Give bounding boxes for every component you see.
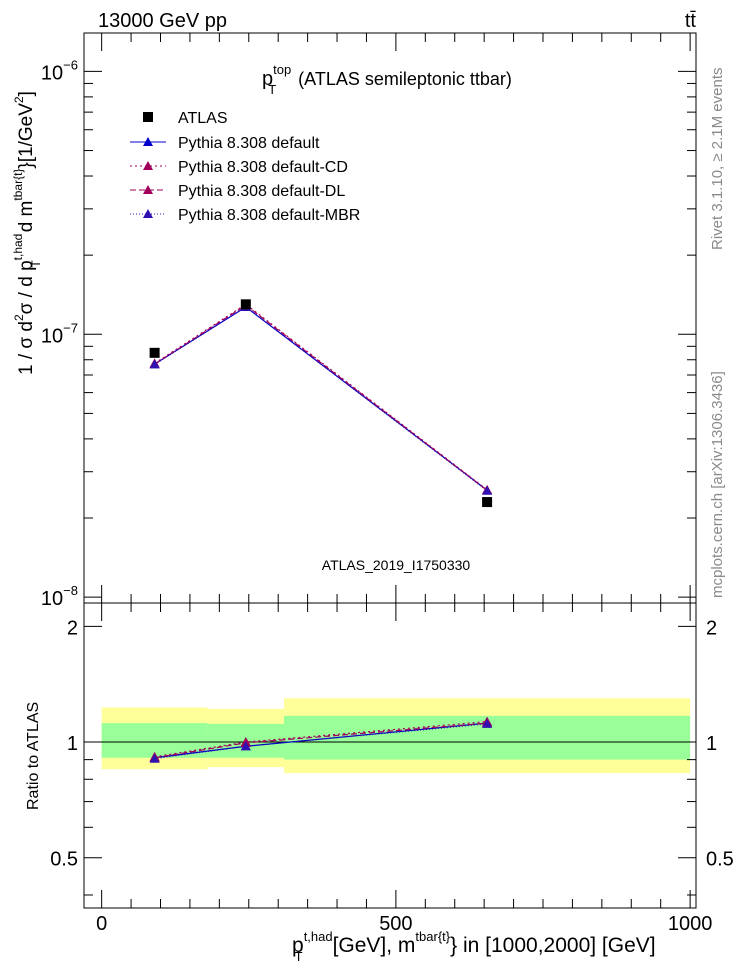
rivet-label: Rivet 3.1.10, ≥ 2.1M events [709,68,726,251]
data-point [482,497,493,508]
main-frame [83,32,697,604]
ratio-tick-label: 0.5 [706,849,734,871]
svg-text:Pythia 8.308 default-MBR: Pythia 8.308 default-MBR [178,207,360,224]
legend-entry-mbr: Pythia 8.308 default-MBR [130,207,360,224]
analysis-watermark: ATLAS_2019_I1750330 [322,557,471,573]
ratio-tick-label: 0.5 [50,849,78,871]
series-line [154,306,488,492]
series-point [149,359,160,369]
ratio-point [240,741,251,751]
ratio-frame [83,602,697,909]
series-line [154,306,488,491]
x-tick-label: 500 [379,913,412,935]
data-point [149,347,160,358]
svg-text:ATLAS: ATLAS [178,110,228,127]
main-panel: 10−8 10−7 10−6 ptop T(ATLAS semileptonic tt… [11,32,697,610]
y-tick-label: 10−8 [41,583,78,610]
y-tick-label: 10−6 [41,57,78,84]
legend-entry-dl: Pythia 8.308 default-DL [130,183,345,200]
ratio-tick-label: 2 [67,617,78,639]
ratio-tick-label: 1 [67,733,78,755]
ratio-point [482,718,493,728]
legend-entry-default: Pythia 8.308 default [130,135,320,152]
svg-text:Pythia 8.308 default-CD: Pythia 8.308 default-CD [178,159,348,176]
x-tick-label: 0 [96,913,107,935]
series-point [482,485,493,495]
y-axis-label: 1 / σ d2σ / d pt,hadTd mtbar{t}}[1/GeV2] [11,91,43,375]
data-point [240,299,251,310]
ratio-panel: 0 500 1000 0.5 0.5 1 1 2 2 Ratio to ATLAS [25,602,734,935]
mcplots-label: mcplots.cern.ch [arXiv:1306.3436] [709,371,726,598]
y-tick-label: 10−7 [41,320,78,347]
svg-text:Pythia 8.308 default: Pythia 8.308 default [178,135,320,152]
legend: ATLAS Pythia 8.308 default Pythia 8.308 … [130,110,360,224]
ratio-tick-label: 2 [706,617,717,639]
x-axis-label: pt,had T [GeV], mtbar{t}} in [1000,2000] [… [292,929,656,964]
ratio-line [154,723,488,760]
chart-title: ptop T(ATLAS semileptonic ttbar) [262,62,512,97]
ratio-line [154,721,488,758]
x-tick-label: 1000 [668,913,713,935]
ratio-tick-label: 1 [706,733,717,755]
ratio-y-axis-label: Ratio to ATLAS [25,702,42,810]
legend-entry-cd: Pythia 8.308 default-CD [130,159,348,176]
ratio-point [149,753,160,763]
header-process: tt̄ [685,10,697,32]
header-energy: 13000 GeV pp [98,10,227,32]
svg-text:Pythia 8.308 default-DL: Pythia 8.308 default-DL [178,183,345,200]
legend-entry-atlas: ATLAS [143,110,228,127]
